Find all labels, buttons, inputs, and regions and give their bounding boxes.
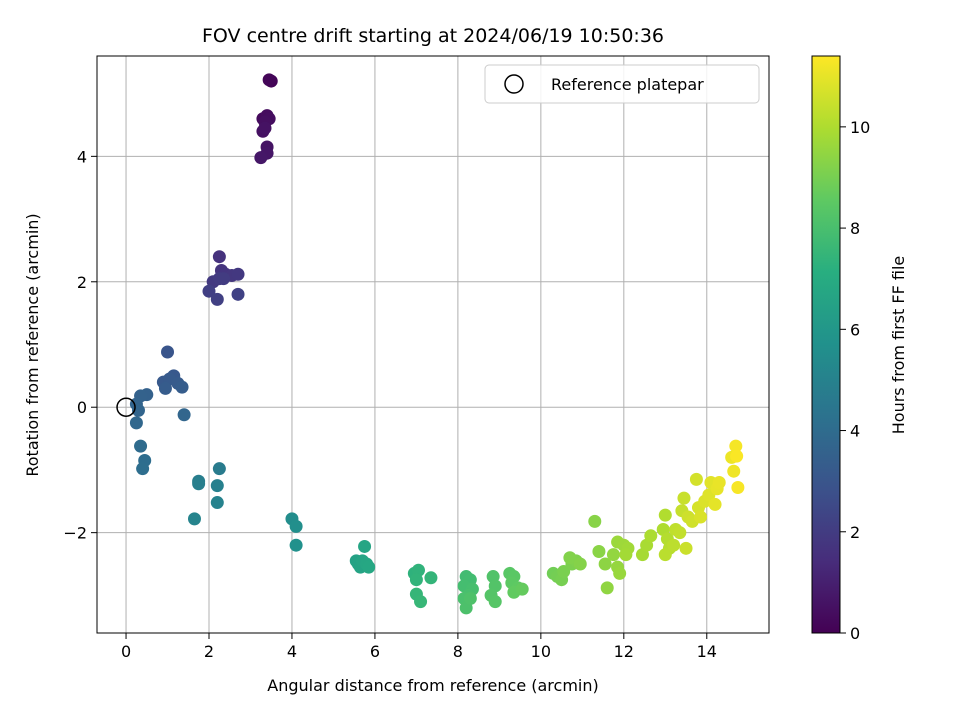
- x-tick-label: 10: [531, 642, 551, 661]
- data-point: [231, 267, 245, 281]
- data-point: [414, 595, 428, 609]
- y-tick-label: 4: [77, 147, 87, 166]
- legend-entry-label: Reference platepar: [551, 75, 704, 94]
- colorbar-tick-label: 2: [850, 523, 860, 542]
- scatter-points: [129, 73, 745, 615]
- colorbar-ticks: 0 2 4 6 8 10: [840, 118, 870, 643]
- data-point: [158, 381, 172, 395]
- data-point: [254, 151, 268, 165]
- x-tick-label: 6: [370, 642, 380, 661]
- data-point: [708, 497, 722, 511]
- data-point: [730, 449, 744, 463]
- data-point: [136, 462, 150, 476]
- data-point: [731, 480, 745, 494]
- data-point: [667, 538, 681, 552]
- data-point: [712, 475, 726, 489]
- x-tick-label: 2: [204, 642, 214, 661]
- data-point: [212, 462, 226, 476]
- data-point: [488, 595, 502, 609]
- legend: Reference platepar: [484, 64, 760, 104]
- data-point: [515, 582, 529, 596]
- data-point: [161, 345, 175, 359]
- colorbar-label: Hours from first FF file: [889, 256, 908, 435]
- y-tick-label: 2: [77, 273, 87, 292]
- data-point: [192, 477, 206, 491]
- colorbar-tick-label: 6: [850, 320, 860, 339]
- data-point: [358, 539, 372, 553]
- x-axis-ticks: 0 2 4 6 8 10 12 14: [121, 633, 717, 661]
- data-point: [409, 573, 423, 587]
- data-point: [212, 250, 226, 264]
- data-point: [644, 529, 658, 543]
- data-point: [619, 548, 633, 562]
- colorbar-tick-label: 10: [850, 118, 870, 137]
- data-point: [727, 464, 741, 478]
- colorbar-tick-label: 0: [850, 624, 860, 643]
- data-point: [210, 479, 224, 493]
- x-axis-label: Angular distance from reference (arcmin): [267, 676, 598, 695]
- data-point: [613, 566, 627, 580]
- data-point: [694, 510, 708, 524]
- data-point: [262, 73, 276, 87]
- data-point: [606, 548, 620, 562]
- plot-frame: [96, 55, 770, 634]
- data-point: [424, 571, 438, 585]
- reference-platepar-marker: [116, 397, 136, 417]
- data-point: [588, 514, 602, 528]
- x-tick-label: 14: [697, 642, 717, 661]
- y-tick-label: −2: [63, 524, 87, 543]
- data-point: [134, 439, 148, 453]
- data-point: [187, 512, 201, 526]
- data-point: [217, 272, 231, 286]
- y-axis-label: Rotation from reference (arcmin): [23, 213, 42, 476]
- data-point: [573, 557, 587, 571]
- legend-box: [484, 64, 760, 104]
- data-point: [598, 557, 612, 571]
- data-point: [679, 541, 693, 555]
- data-point: [231, 287, 245, 301]
- x-tick-label: 12: [614, 642, 634, 661]
- data-point: [362, 560, 376, 574]
- y-axis-ticks: −2 0 2 4: [63, 147, 97, 543]
- data-point: [729, 439, 743, 453]
- data-point: [677, 491, 691, 505]
- data-point: [673, 526, 687, 540]
- y-tick-label: 0: [77, 398, 87, 417]
- chart-title: FOV centre drift starting at 2024/06/19 …: [202, 25, 664, 47]
- data-point: [289, 538, 303, 552]
- x-tick-label: 8: [453, 642, 463, 661]
- data-point: [557, 565, 571, 579]
- colorbar-gradient: [811, 55, 841, 634]
- data-point: [177, 408, 191, 422]
- data-point: [563, 551, 577, 565]
- data-point: [463, 592, 477, 606]
- x-tick-label: 4: [287, 642, 297, 661]
- data-point: [175, 380, 189, 394]
- data-point: [289, 519, 303, 533]
- colorbar-tick-label: 8: [850, 219, 860, 238]
- data-point: [658, 548, 672, 562]
- data-point: [258, 121, 272, 135]
- data-point: [689, 472, 703, 486]
- data-point: [592, 544, 606, 558]
- data-point: [210, 496, 224, 510]
- data-point: [129, 416, 143, 430]
- colorbar: 0 2 4 6 8 10 Hours from first FF file: [811, 55, 908, 643]
- x-tick-label: 0: [121, 642, 131, 661]
- data-point: [202, 284, 216, 298]
- colorbar-tick-label: 4: [850, 422, 860, 441]
- legend-reference-marker: [504, 74, 524, 94]
- data-point: [600, 581, 614, 595]
- data-point: [210, 292, 224, 306]
- data-point: [658, 508, 672, 522]
